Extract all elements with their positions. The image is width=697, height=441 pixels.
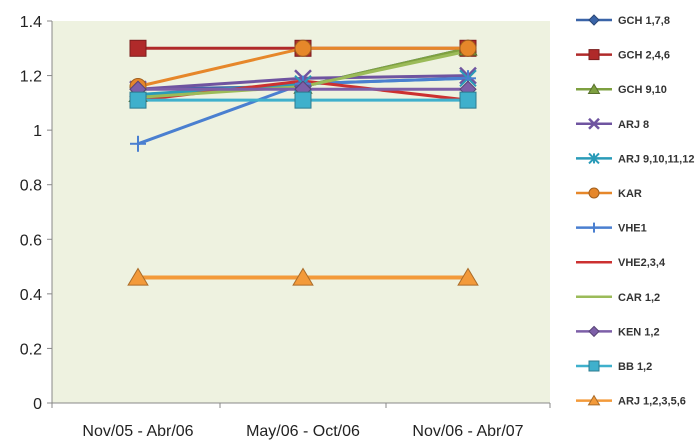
data-point-gch-2-4-6-0 (129, 39, 147, 57)
legend-label: VHE2,3,4 (618, 257, 666, 269)
legend-swatch-marker (588, 14, 600, 26)
legend-item-vhe1: VHE1 (576, 222, 647, 235)
legend-item-arj-9-10-11-12: ARJ 9,10,11,12 (576, 152, 694, 165)
data-point-bb-1-2-2 (459, 91, 477, 109)
legend-swatch-marker (588, 325, 600, 338)
legend-swatch-marker (587, 83, 601, 94)
legend-swatch-marker-stroke (588, 117, 600, 130)
legend-item-ken-1-2: KEN 1,2 (576, 325, 660, 338)
y-tick-label: 0.2 (20, 341, 42, 358)
legend-label: ARJ 8 (618, 119, 649, 131)
legend-swatch-marker (588, 117, 600, 130)
data-point-arj-1-2-3-5-6-2 (457, 267, 479, 286)
legend-swatch-marker (588, 360, 600, 372)
legend-label: ARJ 9,10,11,12 (618, 153, 694, 165)
legend-label: KAR (618, 188, 642, 200)
legend-label: CAR 1,2 (618, 292, 660, 304)
legend-label: KEN 1,2 (618, 326, 660, 338)
legend-item-gch-1-7-8: GCH 1,7,8 (576, 14, 670, 27)
x-tick-label: Nov/05 - Abr/06 (82, 423, 193, 440)
y-tick-label: 0.4 (20, 287, 42, 304)
legend-label: BB 1,2 (618, 361, 652, 373)
legend-item-gch-2-4-6: GCH 2,4,6 (576, 49, 670, 62)
data-point-arj-1-2-3-5-6-0 (127, 267, 149, 286)
y-tick-label: 1 (33, 123, 42, 140)
legend-item-arj-8: ARJ 8 (576, 117, 649, 131)
legend-label: VHE1 (618, 223, 647, 235)
data-point-bb-1-2-1 (294, 91, 312, 109)
legend-label: GCH 1,7,8 (618, 15, 670, 27)
data-point-bb-1-2-0 (129, 91, 147, 109)
legend-swatch-marker (588, 187, 600, 199)
data-point-kar-2 (459, 39, 477, 57)
legend-swatch-marker (589, 222, 599, 233)
legend-label: GCH 9,10 (618, 84, 667, 96)
x-tick-label: May/06 - Oct/06 (246, 423, 360, 440)
y-tick-label: 1.2 (20, 69, 42, 86)
y-tick-label: 0 (33, 396, 42, 413)
legend-item-gch-9-10: GCH 9,10 (576, 83, 667, 96)
data-point-kar-1 (294, 39, 312, 57)
x-tick-label: Nov/06 - Abr/07 (412, 423, 523, 440)
y-tick-label: 1.4 (20, 14, 42, 31)
x-ticks: Nov/05 - Abr/06 May/06 - Oct/06 Nov/06 - A… (51, 403, 551, 440)
legend-swatch-marker (587, 394, 601, 406)
legend-item-kar: KAR (576, 187, 642, 200)
series-markers (127, 39, 479, 286)
legend-label: GCH 2,4,6 (618, 50, 670, 62)
y-tick-label: 0.6 (20, 232, 42, 249)
legend: GCH 1,7,8 GCH 2,4,6 GCH 9,10 ARJ 8 ARJ 9,10,… (576, 14, 694, 408)
data-point-arj-1-2-3-5-6-1 (292, 267, 314, 286)
legend-item-bb-1-2: BB 1,2 (576, 360, 652, 373)
data-point-vhe1-0 (130, 135, 146, 152)
legend-item-car-1-2: CAR 1,2 (576, 292, 660, 304)
legend-swatch-marker (588, 49, 600, 61)
y-ticks: 0 0.2 0.4 0.6 0.8 1 1.2 1.4 (20, 14, 52, 413)
y-tick-label: 0.8 (20, 178, 42, 195)
legend-label: ARJ 1,2,3,5,6 (618, 396, 686, 408)
legend-item-vhe2-3-4: VHE2,3,4 (576, 257, 666, 269)
legend-swatch-marker (588, 152, 600, 165)
legend-item-arj-1-2-3-5-6: ARJ 1,2,3,5,6 (576, 394, 686, 408)
